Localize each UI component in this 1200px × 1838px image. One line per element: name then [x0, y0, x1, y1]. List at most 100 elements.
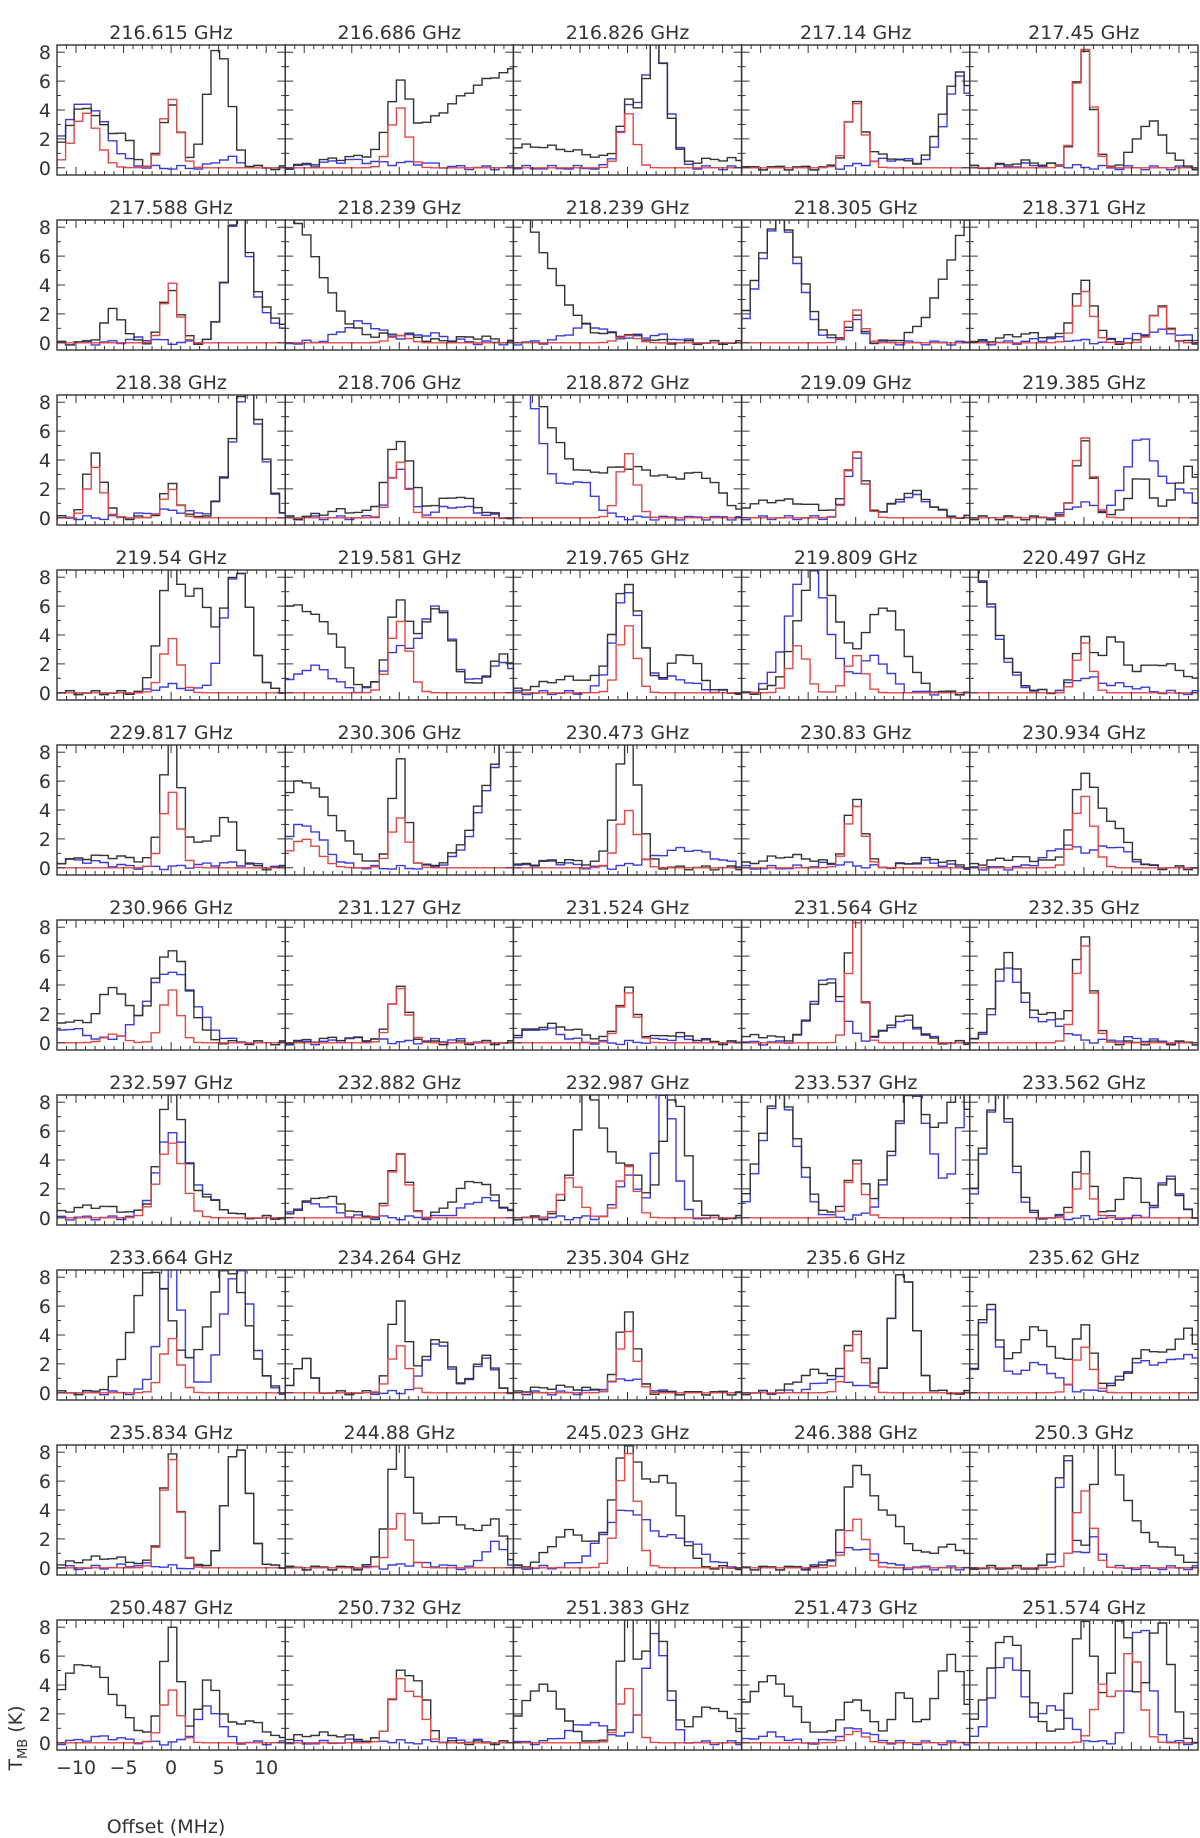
- y-tick-label: 8: [39, 742, 51, 764]
- panel-series: [513, 583, 742, 696]
- series-black-line: [741, 71, 970, 171]
- panel-title: 218.872 GHz: [566, 372, 690, 394]
- series-blue-line: [285, 1737, 514, 1745]
- panel-frame: [284, 919, 515, 1051]
- series-red-line: [513, 992, 742, 1044]
- panel: 218.38 GHz 0 2 4 6 8: [39, 372, 286, 530]
- series-blue-line: [57, 1449, 286, 1571]
- panel: 232.35 GHz: [969, 897, 1199, 1051]
- series-black-line: [513, 986, 742, 1046]
- y-tick-label: 8: [39, 917, 51, 939]
- y-tick-label: 0: [39, 858, 51, 880]
- series-blue-line: [513, 45, 742, 171]
- y-axis-main: T: [5, 1759, 27, 1772]
- series-red-line: [741, 309, 970, 344]
- panel: 233.664 GHz 0 2 4 6 8: [39, 1247, 286, 1405]
- series-black-line: [293, 220, 514, 344]
- panel: 233.562 GHz: [969, 1072, 1199, 1226]
- series-red-line: [57, 1142, 286, 1219]
- panel-series: [513, 220, 742, 346]
- panel-series: [969, 772, 1198, 871]
- y-tick-label: 4: [39, 450, 51, 472]
- y-tick-label: 4: [39, 275, 51, 297]
- panel-frame: [284, 44, 515, 176]
- y-tick-label: 6: [39, 1296, 51, 1318]
- panel-frame: [969, 219, 1199, 351]
- y-tick-label: 4: [39, 1150, 51, 1172]
- panel-title: 235.62 GHz: [1028, 1247, 1140, 1269]
- panel-title: 217.588 GHz: [109, 197, 233, 219]
- panel-title: 230.934 GHz: [1022, 722, 1146, 744]
- panel-series: [513, 1620, 742, 1746]
- series-red-line: [741, 805, 970, 869]
- series-red-line: [57, 1689, 286, 1744]
- series-black-line: [57, 49, 286, 171]
- panel-title: 230.83 GHz: [800, 722, 912, 744]
- series-black-line: [513, 395, 742, 510]
- panel-frame: [284, 1444, 515, 1576]
- panel: 219.385 GHz: [969, 372, 1199, 526]
- series-red-line: [741, 1333, 970, 1394]
- panel: 245.023 GHz: [512, 1422, 743, 1576]
- panel: 230.966 GHz 0 2 4 6 8: [39, 897, 286, 1055]
- series-blue-line: [969, 328, 1198, 346]
- y-tick-label: 4: [39, 975, 51, 997]
- series-black-line: [513, 1311, 742, 1396]
- series-black-line: [513, 1620, 742, 1742]
- series-black-line: [285, 1300, 514, 1396]
- x-tick-label: −5: [110, 1757, 138, 1779]
- series-red-line: [969, 795, 1198, 869]
- y-axis-label: TMB (K): [5, 1705, 31, 1771]
- y-tick-label: 0: [39, 1733, 51, 1755]
- series-blue-line: [977, 570, 1198, 696]
- series-black-line: [977, 570, 1198, 695]
- x-tick-label: −10: [56, 1757, 96, 1779]
- panel-title: 219.54 GHz: [115, 547, 227, 569]
- panel-series: [57, 1095, 286, 1221]
- y-axis-title: TMB (K): [5, 1705, 31, 1771]
- panel: 218.872 GHz: [512, 372, 743, 526]
- series-black-line: [969, 279, 1198, 346]
- series-black-line: [513, 745, 742, 871]
- y-tick-label: 0: [39, 1558, 51, 1580]
- panel: 216.615 GHz 0 2 4 6 8: [39, 22, 286, 180]
- panel: 251.574 GHz: [969, 1597, 1199, 1751]
- panel-series: [513, 1311, 742, 1396]
- series-red-line: [969, 1346, 1198, 1394]
- panel: 235.834 GHz 0 2 4 6 8: [39, 1422, 286, 1580]
- panel-series: [57, 1449, 286, 1571]
- panel-series: [57, 745, 286, 871]
- series-red-line: [513, 1452, 742, 1569]
- panel-series: [285, 440, 514, 521]
- series-red-line: [969, 945, 1198, 1044]
- series-blue-line: [57, 971, 286, 1046]
- series-red-line: [57, 98, 286, 169]
- series-red-line: [741, 1163, 970, 1219]
- panel-series: [285, 985, 514, 1046]
- panel: 251.473 GHz: [740, 1597, 971, 1751]
- series-red-line: [57, 466, 286, 519]
- panel-title: 232.597 GHz: [109, 1072, 233, 1094]
- panel-frame: [56, 919, 286, 1051]
- series-blue-line: [513, 846, 742, 871]
- panel-frame: [56, 1619, 286, 1751]
- y-tick-label: 0: [39, 158, 51, 180]
- series-red-line: [969, 290, 1198, 344]
- y-tick-label: 0: [39, 1208, 51, 1230]
- panel: 218.239 GHz: [512, 197, 743, 351]
- series-black-line: [285, 440, 514, 520]
- panel-series: [969, 279, 1198, 346]
- panel: 250.487 GHz 0 2 4 6 8 −10 −5 0 5 10: [39, 1597, 286, 1779]
- series-black-line: [741, 220, 970, 344]
- panel-title: 232.35 GHz: [1028, 897, 1140, 919]
- y-tick-label: 0: [39, 333, 51, 355]
- series-blue-line: [285, 745, 509, 870]
- panel-series: [285, 1153, 514, 1221]
- series-black-line: [513, 45, 742, 164]
- series-black-line: [57, 570, 286, 696]
- panel-series: [57, 49, 286, 171]
- series-blue-line: [513, 1095, 742, 1221]
- panel-title: 246.388 GHz: [794, 1422, 918, 1444]
- panel: 219.765 GHz: [512, 547, 743, 701]
